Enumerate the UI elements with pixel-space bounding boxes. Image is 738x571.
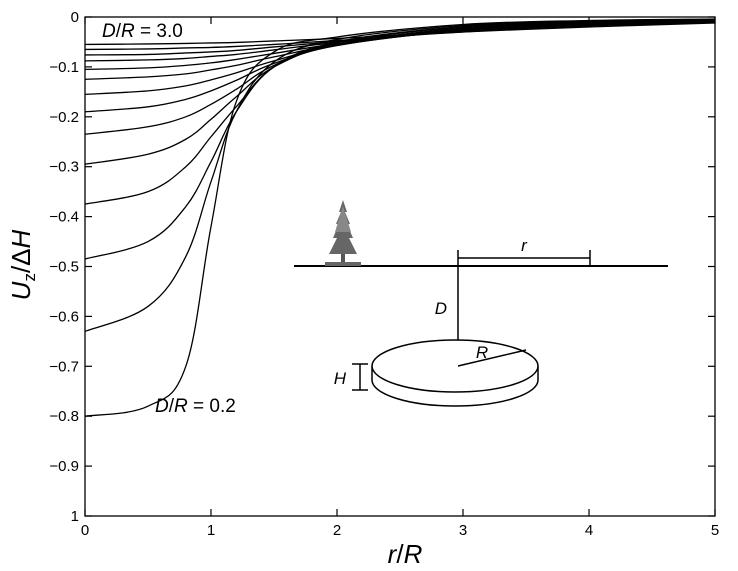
y-tick-label: −0.8 [49, 408, 79, 425]
tick-labels: 0 1 2 3 4 50−0.1−0.2−0.3−0.4−0.5−0.6−0.7−0.8−… [49, 9, 719, 539]
y-tick-label: 0 [71, 9, 79, 26]
depth-D-label: D [435, 299, 447, 318]
x-tick-label: 0 [81, 522, 89, 539]
y-tick-label: 1 [71, 508, 79, 525]
series-curve-D-over-R-0-4 [84, 18, 716, 260]
disk-top [371, 339, 539, 393]
tree-icon [325, 200, 361, 266]
y-tick-label: −0.2 [49, 109, 79, 126]
y-tick-label: −0.5 [49, 259, 79, 276]
y-axis-label: Uz/ΔH [6, 229, 39, 300]
x-axis-label: r/R [388, 539, 423, 569]
x-tick-label: 1 [207, 522, 215, 539]
radius-line [457, 349, 527, 367]
series-curve-D-over-R-3 [84, 22, 716, 46]
distance-r-label: r [521, 236, 528, 255]
y-tick-label: −0.6 [49, 308, 79, 325]
inset-schematic: r D R H [294, 200, 668, 407]
y-tick-label: −0.7 [49, 358, 79, 375]
x-tick-label: 5 [711, 522, 719, 539]
thickness-H-label: H [334, 369, 347, 388]
x-tick-label: 4 [585, 522, 593, 539]
y-tick-label: −0.9 [49, 458, 79, 475]
series-curves [84, 18, 716, 417]
y-tick-label: −0.3 [49, 159, 79, 176]
x-tick-label: 3 [459, 522, 467, 539]
x-tick-label: 2 [333, 522, 341, 539]
annotation-D-over-R-0-2: D/R = 0.2 [155, 396, 236, 417]
y-tick-label: −0.4 [49, 209, 79, 226]
series-curve-D-over-R-2-5 [84, 21, 716, 51]
y-tick-label: −0.1 [49, 59, 79, 76]
radius-R-label: R [476, 343, 488, 362]
annotation-D-over-R-3: D/R = 3.0 [102, 21, 183, 42]
